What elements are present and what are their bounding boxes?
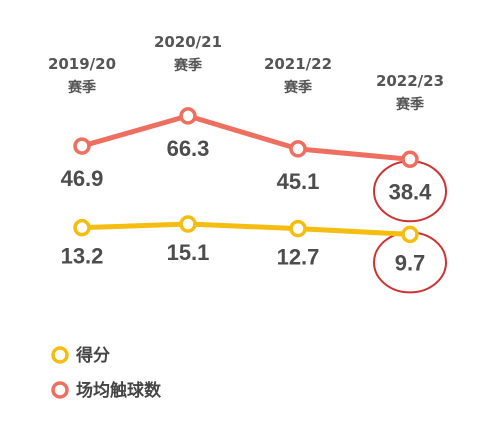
- data-label-touches-2: 66.3: [167, 136, 210, 161]
- point-score-2: [179, 215, 197, 233]
- series-line-score: [79, 221, 413, 237]
- season-suffix-2: 赛季: [173, 57, 202, 74]
- season-suffix-1: 赛季: [67, 79, 96, 96]
- legend: 得分 场均触球数: [51, 345, 162, 401]
- season-labels: 2019/20 赛季 2020/21 赛季 2021/22 赛季 2022/23…: [48, 33, 444, 113]
- season-label-4: 2022/23: [376, 72, 444, 90]
- legend-label-score: 得分: [75, 345, 110, 366]
- point-score-4: [401, 225, 419, 244]
- legend-marker-touches: [51, 381, 69, 399]
- point-score-3: [289, 219, 307, 238]
- legend-label-touches: 场均触球数: [76, 380, 162, 401]
- data-label-score-4: 9.7: [395, 250, 426, 275]
- season-suffix-4: 赛季: [395, 96, 424, 113]
- data-label-touches-4: 38.4: [389, 179, 433, 204]
- season-label-2: 2020/21: [154, 33, 222, 51]
- data-label-touches-1: 46.9: [61, 166, 104, 191]
- series-group: 13.2 15.1 12.7 9.7 46.9 66.3 45.1 38.4: [61, 107, 433, 275]
- data-label-score-1: 13.2: [61, 244, 104, 269]
- point-touches-4: [401, 150, 419, 169]
- point-touches-1: [73, 137, 91, 155]
- season-label-1: 2019/20: [48, 55, 116, 73]
- point-touches-3: [289, 140, 307, 158]
- legend-marker-score: [51, 346, 69, 364]
- point-score-1: [73, 218, 91, 237]
- point-touches-2: [179, 107, 197, 125]
- season-label-3: 2021/22: [264, 55, 332, 73]
- data-label-touches-3: 45.1: [277, 169, 320, 194]
- data-label-score-3: 12.7: [277, 245, 320, 270]
- series-line-touches: [79, 113, 413, 162]
- data-label-score-2: 15.1: [167, 240, 210, 265]
- season-suffix-3: 赛季: [283, 79, 312, 96]
